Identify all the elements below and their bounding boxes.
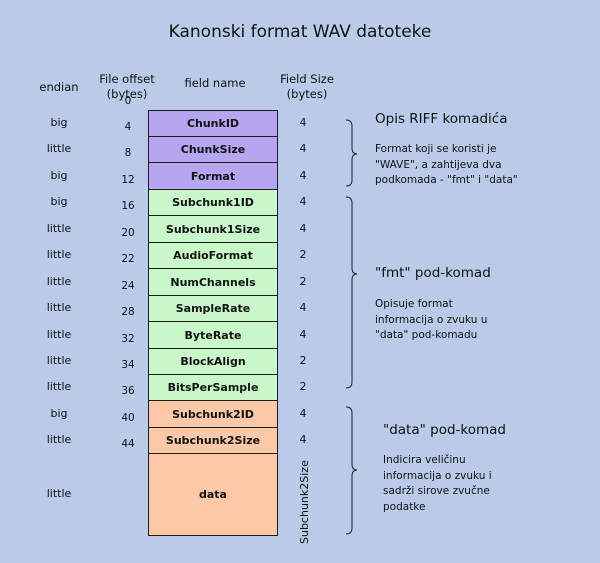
riff-heading: Opis RIFF komadića bbox=[375, 111, 508, 127]
fmt-heading: "fmt" pod-komad bbox=[375, 265, 491, 281]
data-brace bbox=[345, 406, 358, 535]
field-byterate: ByteRate bbox=[148, 321, 278, 349]
offset-value: 24 bbox=[121, 280, 135, 292]
size-value: 2 bbox=[299, 274, 307, 288]
data-heading: "data" pod-komad bbox=[383, 422, 506, 438]
size-value: 2 bbox=[299, 380, 307, 393]
endian-value: little bbox=[46, 274, 72, 288]
field-samplerate: SampleRate bbox=[148, 295, 278, 322]
data-description-line: informacija o zvuku i bbox=[383, 469, 492, 482]
offset-value: 16 bbox=[121, 200, 135, 212]
offset-value: 12 bbox=[121, 174, 135, 186]
offset-value: 40 bbox=[121, 412, 135, 424]
size-value: 4 bbox=[299, 406, 307, 420]
size-value: 4 bbox=[299, 168, 307, 182]
field-format: Format bbox=[148, 162, 278, 190]
endian-value: big bbox=[50, 406, 68, 420]
size-header-line1: Field Size bbox=[280, 72, 334, 86]
field-subchunk1id: Subchunk1ID bbox=[148, 189, 278, 216]
endian-value: little bbox=[46, 142, 72, 155]
riff-description-line: Format koji se koristi je bbox=[375, 143, 497, 155]
endian-value: little bbox=[46, 248, 72, 261]
field-subchunk2id: Subchunk2ID bbox=[148, 400, 278, 428]
data-size-label: Subchunk2Size bbox=[298, 460, 311, 544]
field-table: ChunkID ChunkSize Format Subchunk1ID Subchun… bbox=[148, 0, 278, 563]
endian-value: big bbox=[50, 116, 68, 129]
size-value: 4 bbox=[299, 301, 307, 314]
size-header-line2: (bytes) bbox=[286, 87, 328, 101]
field-subchunk1size: Subchunk1Size bbox=[148, 215, 278, 243]
field-audioformat: AudioFormat bbox=[148, 242, 278, 269]
endian-value: little bbox=[46, 487, 72, 500]
data-description-line: podatke bbox=[383, 500, 426, 513]
offset-header-line1: File offset bbox=[99, 72, 155, 86]
field-chunkid: ChunkID bbox=[148, 110, 278, 137]
offset-value: 22 bbox=[121, 253, 135, 265]
size-value: 4 bbox=[299, 116, 307, 129]
fmt-description-line: informacija o zvuku u bbox=[375, 313, 488, 326]
offset-value: 44 bbox=[121, 438, 135, 450]
size-value: 4 bbox=[299, 142, 307, 155]
riff-description: Format koji se koristi je "WAVE", a zaht… bbox=[375, 142, 518, 189]
fmt-description-line: Opisuje format bbox=[375, 298, 453, 310]
data-description: Indicira veličinu informacija o zvuku i … bbox=[383, 453, 492, 515]
offset-header-line2: (bytes) bbox=[106, 87, 148, 101]
data-description-line: Indicira veličinu bbox=[383, 454, 466, 466]
endian-value: little bbox=[46, 433, 72, 446]
riff-description-line: podkomada - "fmt" i "data" bbox=[375, 174, 518, 186]
endian-value: little bbox=[46, 354, 72, 367]
size-value: 4 bbox=[299, 327, 307, 341]
size-value: 4 bbox=[299, 433, 307, 446]
endian-value: little bbox=[46, 380, 72, 393]
riff-brace bbox=[345, 119, 358, 187]
offset-value: 20 bbox=[121, 227, 135, 239]
size-header: Field Size (bytes) bbox=[272, 72, 342, 102]
field-name-header: field name bbox=[184, 76, 246, 90]
endian-header: endian bbox=[39, 80, 79, 94]
field-chunksize: ChunkSize bbox=[148, 136, 278, 163]
size-value: 2 bbox=[299, 248, 307, 261]
offset-header: File offset (bytes) bbox=[92, 72, 162, 102]
endian-value: little bbox=[46, 221, 72, 235]
field-bitspersample: BitsPerSample bbox=[148, 374, 278, 401]
offset-value: 4 bbox=[124, 121, 132, 133]
offset-value: 8 bbox=[124, 147, 132, 159]
group-braces bbox=[345, 119, 358, 535]
fmt-brace bbox=[345, 196, 358, 389]
endian-value: little bbox=[46, 301, 72, 314]
field-numchannels: NumChannels bbox=[148, 268, 278, 296]
offset-value: 32 bbox=[121, 333, 135, 345]
offset-value: 34 bbox=[121, 359, 135, 371]
endian-value: big bbox=[50, 168, 68, 182]
offset-value: 36 bbox=[121, 385, 135, 397]
fmt-description: Opisuje format informacija o zvuku u "da… bbox=[375, 297, 487, 344]
endian-value: big bbox=[50, 195, 68, 208]
endian-value: little bbox=[46, 327, 72, 341]
field-blockalign: BlockAlign bbox=[148, 348, 278, 375]
size-value: 4 bbox=[299, 195, 307, 208]
offset-value: 28 bbox=[121, 306, 135, 318]
size-value: 2 bbox=[299, 354, 307, 367]
data-description-line: sadrži sirove zvučne bbox=[383, 485, 490, 497]
offset-value: 0 bbox=[124, 95, 132, 107]
field-subchunk2size: Subchunk2Size bbox=[148, 427, 278, 454]
field-data: data bbox=[148, 453, 278, 536]
size-value: 4 bbox=[299, 221, 307, 235]
diagram-title: Kanonski format WAV datoteke bbox=[168, 22, 432, 42]
fmt-description-line: "data" pod-komadu bbox=[375, 329, 478, 341]
riff-description-line: "WAVE", a zahtijeva dva bbox=[375, 158, 502, 171]
